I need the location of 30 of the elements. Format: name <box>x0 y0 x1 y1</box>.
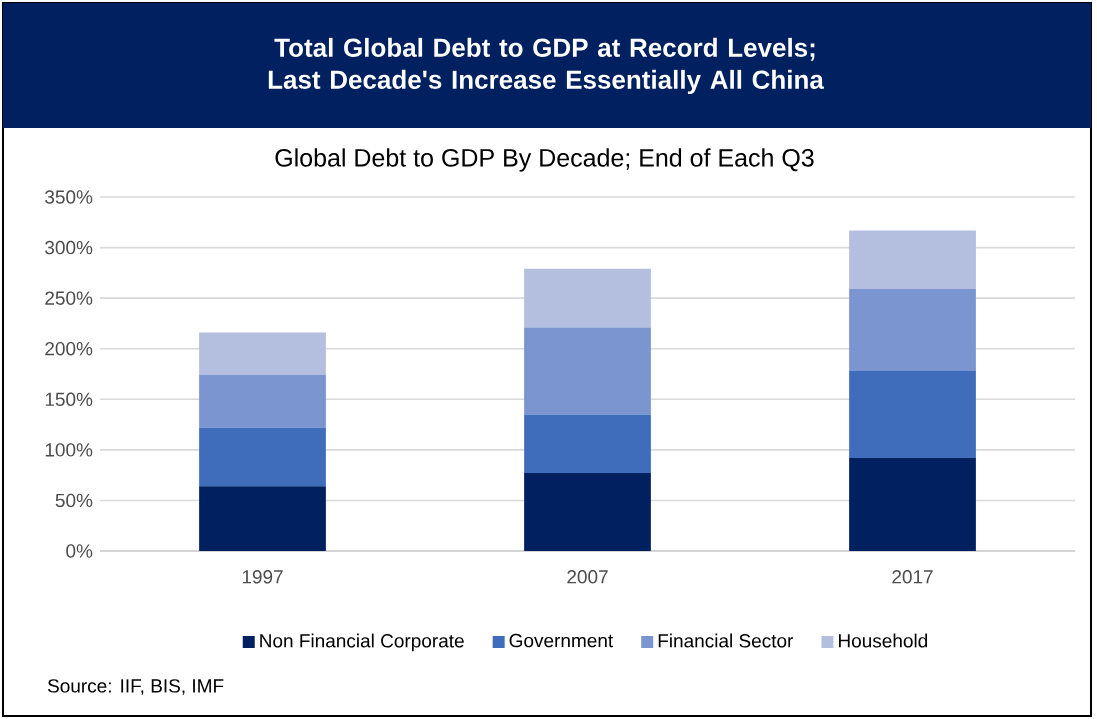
bar <box>199 427 326 487</box>
chart-title: Total Global Debt to GDP at Record Levels; Last Decade's Increase Essentially All China <box>268 37 824 95</box>
y-tick-label: 0% <box>66 544 93 558</box>
bar <box>199 375 326 428</box>
y-tick-label: 350% <box>45 190 93 204</box>
y-tick-label: 150% <box>45 392 93 407</box>
y-tick-label: 250% <box>45 291 93 305</box>
bar <box>849 370 976 458</box>
x-tick-label: 2017 <box>892 570 933 584</box>
bar <box>199 486 326 551</box>
bar <box>524 268 651 328</box>
bar <box>524 327 651 415</box>
bar <box>524 414 651 474</box>
legend-label: Financial Sector <box>658 633 794 648</box>
bar <box>199 332 326 376</box>
legend-label: Household <box>839 633 928 648</box>
bar <box>849 457 976 551</box>
source-note: Source: IIF, BIS, IMF <box>47 679 224 695</box>
legend-label: Government <box>509 633 614 648</box>
y-tick-label: 100% <box>45 443 93 457</box>
chart-subtitle: Global Debt to GDP By Decade; End of Each Q3 <box>275 148 814 172</box>
x-tick-label: 2007 <box>567 570 608 584</box>
bar <box>849 230 976 290</box>
bar <box>849 289 976 371</box>
y-tick-label: 200% <box>45 341 93 356</box>
bar <box>524 473 651 551</box>
legend-label: Non Financial Corporate <box>260 633 464 652</box>
y-tick-label: 50% <box>55 493 93 508</box>
x-tick-label: 1997 <box>242 570 283 584</box>
y-tick-label: 300% <box>45 240 93 255</box>
